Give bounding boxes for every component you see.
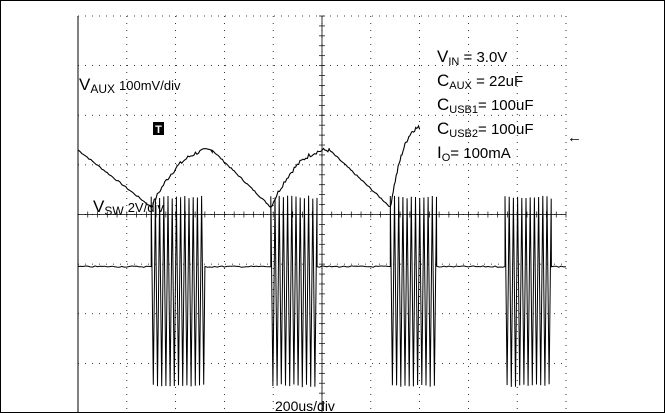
annotation-vin: VIN = 3.0V — [437, 47, 507, 68]
trigger-marker: T — [153, 122, 164, 136]
vaux-channel-label: VAUX 100mV/div — [79, 75, 181, 96]
annotation-cusb2: CUSB2= 100uF — [437, 119, 534, 140]
annotation-cusb1: CUSB1= 100uF — [437, 95, 534, 116]
annotation-caux: CAUX = 22uF — [437, 71, 523, 92]
timebase-label: 200us/div — [275, 398, 335, 413]
test-conditions: VIN = 3.0V CAUX = 22uF CUSB1= 100uF CUSB… — [437, 47, 534, 164]
trace-group — [77, 124, 567, 388]
vaux-trace — [77, 124, 421, 210]
trigger-marker-label: T — [155, 124, 162, 136]
vsw-trace — [77, 195, 567, 388]
annotation-io: IO= 100mA — [437, 143, 511, 164]
graticule — [77, 15, 567, 413]
trigger-level-arrow: ← — [567, 129, 582, 146]
vsw-channel-label: VSW 2V/div — [93, 197, 164, 218]
